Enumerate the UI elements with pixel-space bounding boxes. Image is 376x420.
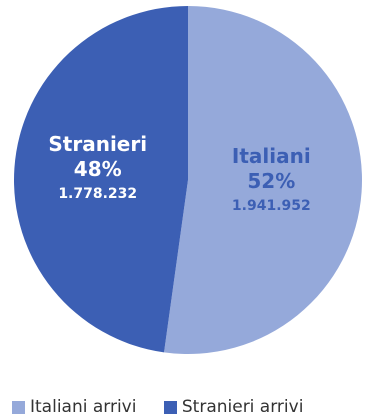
slice-name-label-italiani: Italiani bbox=[232, 144, 311, 168]
legend-label-stranieri: Stranieri arrivi bbox=[181, 397, 304, 417]
pie-slice-italiani[interactable] bbox=[164, 6, 362, 354]
legend-swatch-stranieri bbox=[163, 400, 177, 414]
legend-item-italiani[interactable]: Italiani arrivi bbox=[12, 397, 136, 417]
legend-item-stranieri[interactable]: Stranieri arrivi bbox=[163, 397, 304, 417]
legend-label-italiani: Italiani arrivi bbox=[30, 397, 137, 417]
pie-slice-stranieri[interactable] bbox=[13, 6, 188, 353]
chart-legend: Italiani arrivi Stranieri arrivi bbox=[12, 397, 325, 419]
slice-value-label-italiani: 1.941.952 bbox=[232, 198, 311, 214]
slice-percent-label-stranieri: 48% bbox=[74, 157, 122, 181]
slice-value-label-stranieri: 1.778.232 bbox=[58, 186, 137, 202]
slice-name-label-stranieri: Stranieri bbox=[48, 132, 147, 156]
legend-swatch-italiani bbox=[12, 400, 25, 414]
slice-percent-label-italiani: 52% bbox=[247, 169, 295, 193]
